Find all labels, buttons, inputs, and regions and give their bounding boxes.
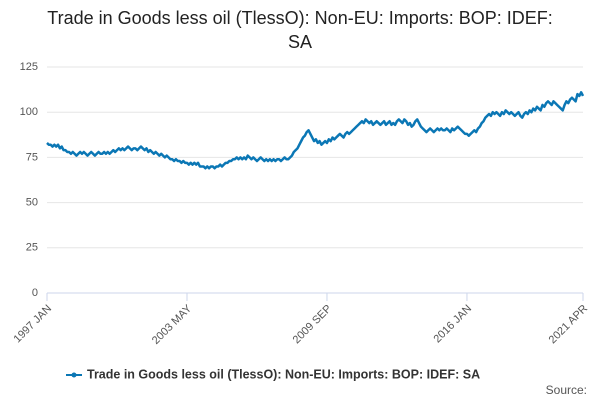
- x-tick-label: 2009 SEP: [291, 303, 335, 347]
- x-tick-label: 2021 APR: [547, 303, 591, 347]
- y-tick-label: 125: [20, 61, 38, 73]
- legend-marker: [71, 372, 77, 378]
- x-tick-label: 2016 JAN: [431, 303, 474, 346]
- x-tick-label: 1997 JAN: [12, 303, 55, 346]
- chart-title: Trade in Goods less oil (TlessO): Non-EU…: [47, 8, 553, 52]
- legend-label: Trade in Goods less oil (TlessO): Non-EU…: [87, 367, 480, 381]
- series-line: [46, 91, 585, 170]
- y-tick-label: 0: [32, 287, 38, 299]
- y-tick-label: 50: [26, 197, 38, 209]
- y-tick-label: 25: [26, 242, 38, 254]
- y-tick-label: 100: [20, 106, 38, 118]
- y-tick-label: 75: [26, 151, 38, 163]
- source: Source:: [546, 383, 587, 397]
- x-tick-label: 2003 MAY: [150, 302, 195, 347]
